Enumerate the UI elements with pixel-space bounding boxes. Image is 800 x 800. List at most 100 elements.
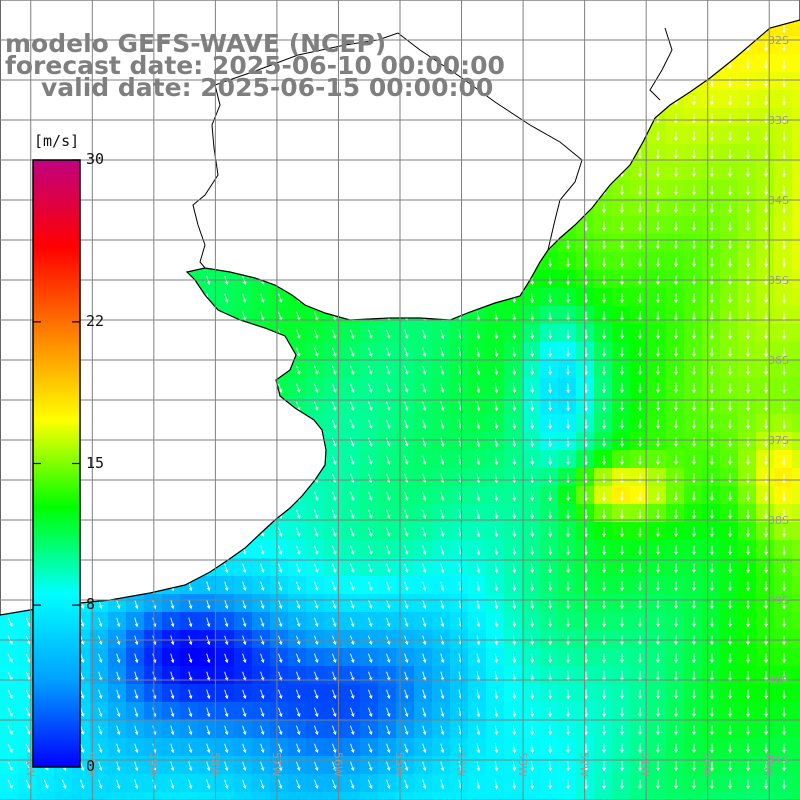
- wind-cell: [792, 90, 800, 109]
- wind-arrow: [746, 77, 750, 88]
- wind-cell: [432, 324, 451, 343]
- wind-cell: [738, 558, 757, 577]
- wind-cell: [378, 666, 397, 685]
- wind-cell: [378, 738, 397, 757]
- wind-cell: [792, 288, 800, 307]
- wind-arrow: [674, 185, 678, 196]
- wind-arrow: [116, 725, 121, 736]
- wind-cell: [270, 648, 289, 667]
- wind-cell: [90, 756, 109, 775]
- wind-arrow: [692, 149, 696, 160]
- wind-arrow: [674, 419, 678, 430]
- wind-arrow: [728, 383, 732, 394]
- wind-arrow: [710, 437, 714, 448]
- wind-arrow: [80, 707, 85, 718]
- wind-arrow: [656, 293, 660, 304]
- wind-arrow: [746, 725, 750, 736]
- wind-cell: [558, 378, 577, 397]
- wind-arrow: [764, 689, 768, 700]
- wind-cell: [180, 774, 199, 793]
- wind-cell: [432, 684, 451, 703]
- wind-arrow: [296, 509, 301, 520]
- wind-cell: [720, 378, 739, 397]
- wind-arrow: [764, 131, 768, 142]
- wind-cell: [666, 414, 685, 433]
- wind-cell: [792, 774, 800, 793]
- wind-cell: [342, 504, 361, 523]
- wind-cell: [162, 684, 181, 703]
- wind-cell: [756, 648, 775, 667]
- wind-arrow: [674, 563, 678, 574]
- wind-arrow: [548, 599, 552, 610]
- wind-arrow: [404, 707, 409, 718]
- wind-arrow: [728, 131, 732, 142]
- wind-cell: [792, 684, 800, 703]
- wind-arrow: [422, 401, 427, 412]
- wind-cell: [756, 288, 775, 307]
- wind-arrow: [512, 563, 517, 574]
- wind-arrow: [440, 383, 445, 394]
- wind-cell: [630, 180, 649, 199]
- wind-cell: [486, 774, 505, 793]
- wind-cell: [612, 594, 631, 613]
- wind-arrow: [440, 455, 445, 466]
- wind-arrow: [692, 653, 696, 664]
- wind-cell: [450, 666, 469, 685]
- wind-cell: [414, 432, 433, 451]
- latitude-label: 41S: [768, 754, 789, 767]
- wind-cell: [180, 792, 199, 800]
- wind-cell: [522, 612, 541, 631]
- wind-cell: [612, 342, 631, 361]
- longitude-label: 58W: [208, 752, 221, 777]
- wind-cell: [738, 270, 757, 289]
- wind-arrow: [278, 689, 283, 700]
- wind-arrow: [710, 383, 714, 394]
- wind-cell: [738, 234, 757, 253]
- wind-arrow: [674, 401, 678, 412]
- wind-arrow: [692, 167, 696, 178]
- wind-arrow: [548, 437, 552, 448]
- wind-cell: [378, 756, 397, 775]
- wind-cell: [342, 486, 361, 505]
- wind-cell: [540, 342, 559, 361]
- wind-arrow: [386, 401, 391, 412]
- wind-cell: [702, 774, 721, 793]
- wind-arrow: [368, 581, 373, 592]
- wind-cell: [756, 792, 775, 800]
- wind-arrow: [782, 527, 786, 538]
- wind-cell: [468, 558, 487, 577]
- wind-cell: [594, 468, 613, 487]
- wind-arrow: [224, 293, 229, 304]
- wind-cell: [720, 756, 739, 775]
- wind-cell: [342, 360, 361, 379]
- wind-cell: [648, 396, 667, 415]
- wind-cell: [216, 792, 235, 800]
- wind-arrow: [494, 581, 499, 592]
- wind-arrow: [314, 761, 319, 772]
- wind-arrow: [782, 689, 786, 700]
- wind-arrow: [638, 347, 642, 358]
- wind-cell: [378, 360, 397, 379]
- wind-cell: [666, 144, 685, 163]
- wind-arrow: [440, 707, 445, 718]
- wind-cell: [108, 648, 127, 667]
- wind-arrow: [476, 347, 481, 358]
- wind-cell: [450, 576, 469, 595]
- wind-cell: [594, 756, 613, 775]
- wind-cell: [576, 756, 595, 775]
- wind-cell: [648, 144, 667, 163]
- wind-arrow: [566, 563, 570, 574]
- wind-cell: [360, 666, 379, 685]
- wind-cell: [702, 90, 721, 109]
- wind-arrow: [746, 383, 750, 394]
- wind-arrow: [512, 509, 517, 520]
- wind-cell: [306, 594, 325, 613]
- wind-arrow: [638, 563, 642, 574]
- wind-cell: [756, 198, 775, 217]
- wind-cell: [594, 684, 613, 703]
- wind-cell: [558, 270, 577, 289]
- wind-arrow: [548, 743, 552, 754]
- wind-cell: [342, 522, 361, 541]
- wind-arrow: [638, 689, 642, 700]
